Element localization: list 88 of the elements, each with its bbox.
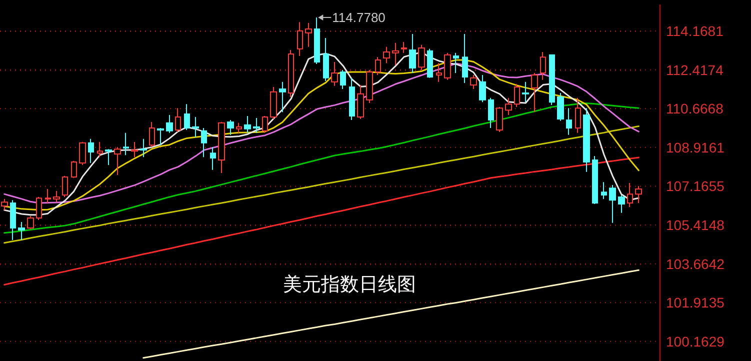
candlestick	[627, 182, 633, 208]
candlestick	[375, 56, 381, 76]
candlestick	[366, 69, 373, 104]
candlestick	[314, 16, 320, 64]
candlestick	[218, 122, 225, 174]
y-tick-label: 110.6668	[666, 100, 724, 117]
candlestick	[557, 92, 564, 122]
candlestick	[583, 108, 590, 172]
y-tick-label: 105.4148	[666, 217, 725, 234]
candlestick	[462, 34, 468, 84]
candlestick	[114, 146, 121, 176]
candlestick	[470, 74, 477, 90]
line-series	[4, 126, 640, 244]
candlestick	[36, 196, 42, 221]
candlestick	[62, 175, 68, 198]
line-series	[142, 269, 640, 359]
candlestick	[340, 69, 346, 90]
candlestick	[288, 50, 294, 98]
candlestick	[331, 61, 338, 86]
y-tick-label: 107.1655	[666, 178, 725, 194]
candlestick	[201, 128, 207, 158]
candlestick	[427, 48, 433, 78]
candlestick	[522, 81, 529, 103]
candlestick	[418, 44, 425, 70]
candlestick	[575, 97, 581, 134]
y-tick-label: 100.1629	[666, 333, 725, 350]
candlestick	[175, 108, 181, 133]
candlestick	[236, 122, 242, 134]
y-tick-label: 112.4174	[666, 62, 724, 78]
candlestick	[566, 108, 572, 136]
candlestick	[262, 116, 268, 134]
candlestick	[149, 122, 155, 148]
candlestick	[409, 34, 416, 74]
candlestick	[88, 138, 94, 164]
candlestick	[618, 194, 625, 214]
line-series	[4, 102, 640, 234]
candlestick	[488, 97, 494, 129]
candlestick	[71, 160, 77, 178]
candlestick	[592, 155, 598, 205]
candlestick	[192, 116, 199, 138]
candlestick	[635, 186, 642, 204]
candlestick	[18, 222, 25, 240]
candlestick	[53, 190, 60, 203]
y-tick-label: 101.9135	[666, 294, 725, 311]
candlestick	[531, 72, 538, 113]
candlestick	[444, 52, 451, 80]
candlestick	[210, 146, 216, 170]
candlestick	[514, 83, 520, 108]
candlestick	[549, 54, 555, 106]
candlestick	[401, 42, 407, 54]
candlestick	[157, 128, 164, 146]
candlestick	[279, 81, 286, 113]
candlestick	[10, 200, 16, 240]
candlestick	[609, 184, 616, 224]
candlestick	[496, 106, 503, 133]
candlestick	[357, 84, 364, 120]
candlestick	[140, 138, 147, 158]
y-tick-label: 114.1681	[666, 22, 724, 39]
candlestick	[79, 141, 86, 166]
text: 美元指数日线图	[283, 274, 416, 296]
annotation: 114.7780	[332, 10, 386, 25]
candlestick	[184, 104, 190, 131]
candlestick	[479, 74, 486, 103]
candlestick	[131, 141, 138, 158]
candlestick	[323, 38, 329, 82]
candlestick	[27, 216, 34, 230]
candlestick	[253, 118, 260, 134]
candlestick	[505, 97, 512, 116]
candlestick	[244, 116, 251, 134]
candlestick	[227, 120, 234, 136]
candlestick	[105, 148, 112, 166]
candlestick	[392, 42, 399, 66]
candlestick	[166, 114, 173, 134]
candlestick	[453, 52, 459, 74]
candlestick	[601, 182, 607, 200]
candlestick	[305, 22, 312, 48]
candlestick	[123, 132, 129, 156]
y-tick-label: 108.9161	[666, 139, 725, 156]
candlestick	[45, 188, 51, 204]
y-tick-label: 103.6642	[666, 256, 725, 272]
candlestick	[436, 62, 442, 82]
candlestick	[1, 198, 8, 211]
candlestick	[349, 77, 355, 121]
candlestick	[540, 51, 546, 80]
candlestick	[297, 22, 303, 56]
candlestick	[383, 46, 390, 64]
candlestick	[270, 86, 277, 120]
candlestick	[97, 141, 103, 158]
